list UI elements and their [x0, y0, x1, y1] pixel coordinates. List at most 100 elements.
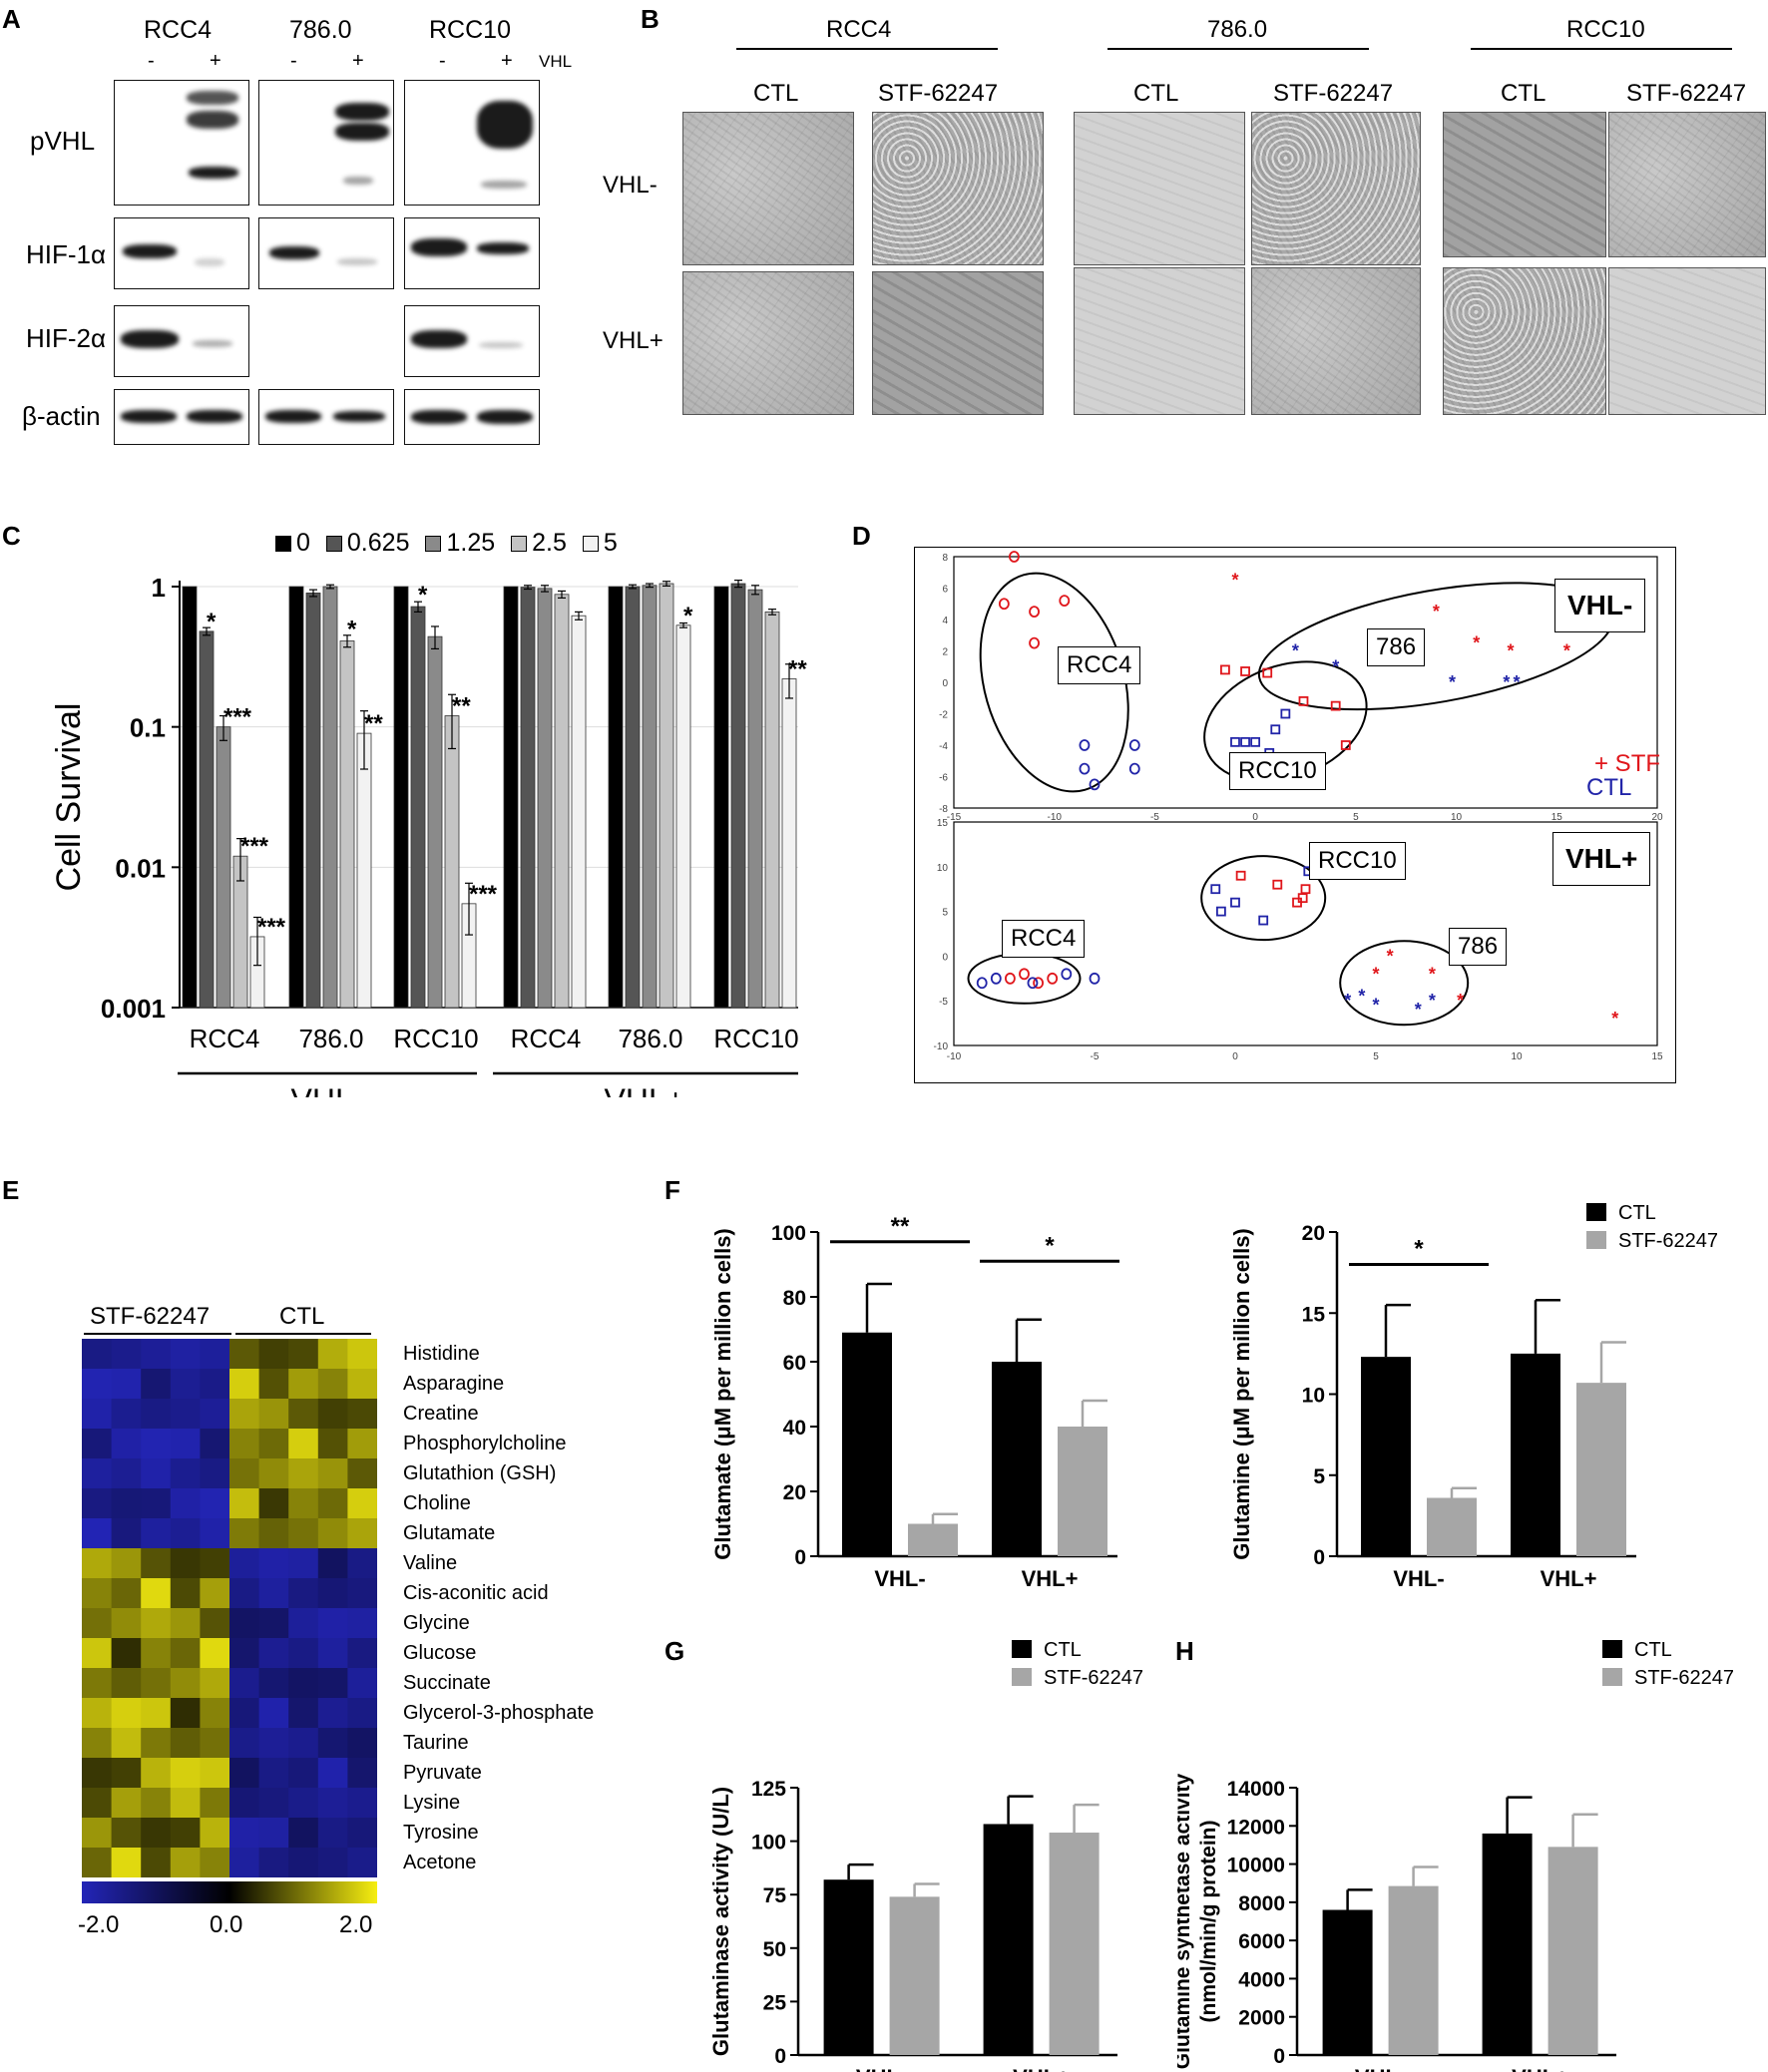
heatmap-cell [82, 1608, 113, 1639]
bar [1322, 1909, 1373, 2055]
heatmap-cell [347, 1698, 377, 1729]
heatmap-cell [111, 1548, 142, 1579]
x-tick-label: 20 [1651, 812, 1663, 823]
scatter-point-ctl: * [1372, 996, 1379, 1016]
legend-swatch [1586, 1231, 1606, 1249]
bar [216, 726, 231, 1009]
x-tick-label: -5 [1150, 812, 1159, 823]
heatmap-cell [200, 1518, 230, 1549]
scatter-point-ctl: * [1358, 987, 1365, 1007]
heatmap-cell [229, 1458, 260, 1489]
scatter-point-stf: * [1231, 571, 1238, 591]
bar [356, 732, 372, 1009]
y-tick-label: 20 [783, 1481, 806, 1504]
bar [675, 624, 691, 1009]
heatmap-cell [111, 1458, 142, 1489]
legend-label: CTL [1044, 1639, 1082, 1661]
heatmap-cell [347, 1758, 377, 1789]
heatmap-cell [347, 1399, 377, 1430]
heatmap-cell [229, 1578, 260, 1609]
heatmap-cell [258, 1458, 289, 1489]
y-tick-label: 0 [1273, 2045, 1285, 2068]
heatmap-cell [170, 1399, 201, 1430]
vhl-label: VHL [539, 52, 573, 71]
group-underline [84, 1333, 231, 1335]
legend-label: 2.5 [532, 529, 567, 557]
y-axis-label: Glutamine (μM per million cells) [1229, 1228, 1254, 1560]
heatmap-cell [258, 1638, 289, 1669]
colorbar-tick: 2.0 [339, 1911, 373, 1938]
metabolite-label: Glucose [403, 1642, 477, 1664]
bar [625, 586, 641, 1009]
heatmap-cell [317, 1608, 348, 1639]
heatmap-cell [317, 1728, 348, 1759]
metabolite-label: Cis-aconitic acid [403, 1582, 549, 1604]
heatmap-cell [288, 1848, 319, 1877]
y-axis-label: (nmol/min/g protein) [1197, 1821, 1220, 2023]
x-tick-label: RCC10 [713, 1024, 798, 1053]
y-tick-label: 6000 [1238, 1930, 1285, 1953]
x-tick-label: 786.0 [618, 1024, 682, 1053]
bar [537, 588, 553, 1009]
bar [1049, 1833, 1100, 2055]
heatmap-cell [200, 1848, 230, 1877]
scatter-point-stf: * [1429, 964, 1436, 984]
x-tick-label: -10 [947, 1051, 962, 1062]
x-tick-label: VHL- [1393, 1566, 1444, 1591]
heatmap-cell [288, 1698, 319, 1729]
heatmap-cell [111, 1399, 142, 1430]
scatter-point-stf: * [1433, 602, 1440, 622]
heatmap-cell [111, 1339, 142, 1370]
heatmap-cell [111, 1608, 142, 1639]
panel-g-chart: 0 25 50 75 100 125 Glutaminase activity (U/L) V… [708, 1639, 1143, 2072]
legend-label: 5 [603, 529, 618, 557]
heatmap-cell [347, 1548, 377, 1579]
heatmap-cell [288, 1788, 319, 1819]
line-label: RCC4 [144, 16, 213, 44]
heatmap-cell [141, 1818, 172, 1849]
metabolite-label: Phosphorylcholine [403, 1433, 567, 1454]
scatter-point-ctl: * [1332, 656, 1339, 676]
metabolite-label: Taurine [403, 1732, 469, 1754]
heatmap-cell [229, 1758, 260, 1789]
micrograph-rcc10-ctl-vhl-minus [1443, 112, 1606, 257]
heatmap-cell [258, 1339, 289, 1370]
heatmap-cell [141, 1848, 172, 1877]
metabolite-label: Histidine [403, 1343, 480, 1365]
bar [642, 585, 658, 1009]
y-tick-label: 0 [774, 2045, 786, 2068]
heatmap-cell [317, 1369, 348, 1400]
y-axis-label: Glutamate (μM per million cells) [710, 1228, 735, 1560]
x-tick-label: RCC4 [190, 1024, 260, 1053]
scatter-point-stf [1220, 664, 1230, 675]
heatmap-cell [317, 1698, 348, 1729]
metabolite-label: Acetone [403, 1852, 477, 1873]
y-axis-label: Cell Survival [50, 703, 88, 892]
y-tick-label: 80 [783, 1287, 806, 1310]
scatter-point-stf: * [1611, 1009, 1618, 1029]
scatter-point-stf [1240, 666, 1250, 676]
heatmap-cell [82, 1429, 113, 1459]
scatter-point-stf [1235, 870, 1246, 881]
y-tick-label: 40 [783, 1417, 806, 1440]
metabolite-label: Valine [403, 1552, 458, 1574]
heatmap-cell [317, 1818, 348, 1849]
bar [747, 589, 763, 1009]
line-label: RCC10 [1566, 16, 1645, 43]
heatmap [82, 1339, 377, 1877]
heatmap-cell [170, 1848, 201, 1877]
bar [730, 583, 746, 1009]
heatmap-cell [288, 1339, 319, 1370]
heatmap-cell [288, 1429, 319, 1459]
heatmap-cell [347, 1848, 377, 1877]
y-tick-label: 10 [937, 863, 949, 874]
heatmap-cell [200, 1369, 230, 1400]
x-tick-label: 15 [1551, 812, 1563, 823]
scatter-point-stf [1005, 972, 1016, 985]
heatmap-cell [317, 1638, 348, 1669]
bar [182, 586, 198, 1009]
significance-marker: * [1045, 1232, 1055, 1259]
heatmap-cell [317, 1518, 348, 1549]
panel-e-label: E [2, 1175, 20, 1205]
heatmap-cell [111, 1818, 142, 1849]
